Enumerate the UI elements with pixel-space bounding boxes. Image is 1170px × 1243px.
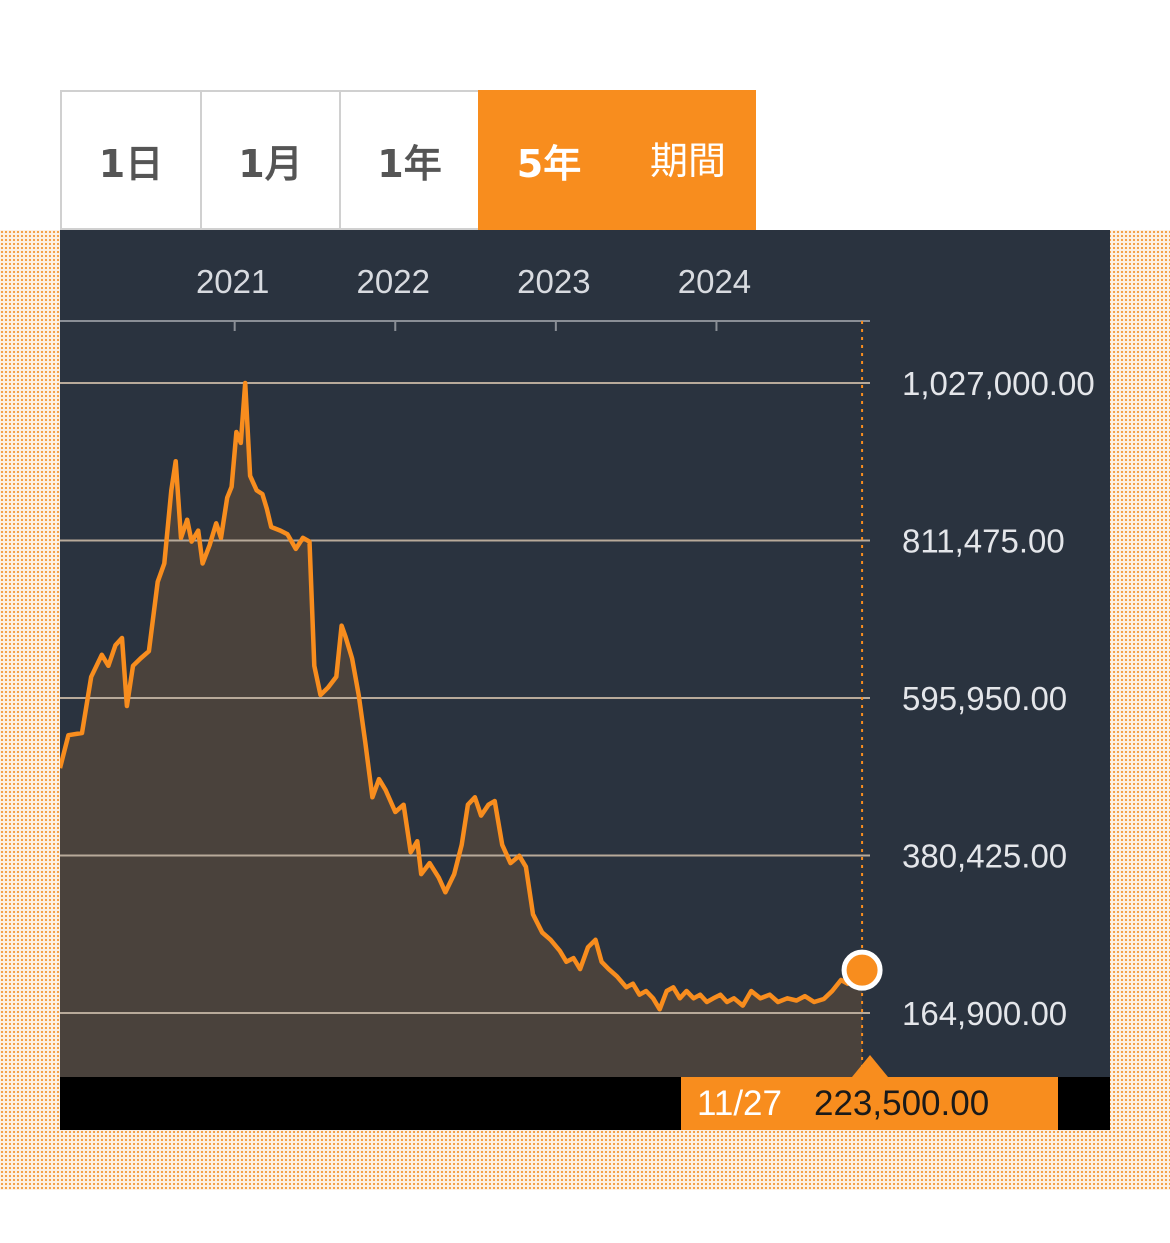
- x-tick-label: 2023: [517, 263, 590, 300]
- tab-5y[interactable]: 5年: [478, 90, 618, 230]
- tab-period[interactable]: 期間: [618, 90, 756, 230]
- y-tick-label: 164,900.00: [902, 995, 1067, 1032]
- last-point-marker: [841, 949, 883, 991]
- y-tick-label: 1,027,000.00: [902, 365, 1095, 402]
- series-area: [60, 383, 863, 1077]
- tab-1m[interactable]: 1月: [200, 90, 339, 230]
- crosshair-readout: 11/27 223,500.00: [681, 1077, 1058, 1130]
- y-tick-label: 811,475.00: [902, 523, 1065, 560]
- tab-1y[interactable]: 1年: [339, 90, 478, 230]
- readout-date: 11/27: [697, 1083, 782, 1123]
- x-tick-label: 2024: [678, 263, 751, 300]
- period-tabs: 1日 1月 1年 5年 期間: [60, 90, 756, 230]
- x-tick-label: 2021: [196, 263, 269, 300]
- readout-caret: [852, 1055, 888, 1077]
- price-chart: 2021 2022 2023 2024 1,027,000.00 811,475.00 59…: [60, 263, 1095, 1077]
- tab-1d[interactable]: 1日: [60, 90, 200, 230]
- y-tick-label: 595,950.00: [902, 680, 1067, 717]
- chart-panel: 2021 2022 2023 2024 1,027,000.00 811,475.00 59…: [60, 230, 1110, 1130]
- series-line: [60, 380, 864, 1012]
- x-tick-label: 2022: [357, 263, 430, 300]
- y-tick-label: 380,425.00: [902, 838, 1067, 875]
- readout-value: 223,500.00: [814, 1083, 990, 1123]
